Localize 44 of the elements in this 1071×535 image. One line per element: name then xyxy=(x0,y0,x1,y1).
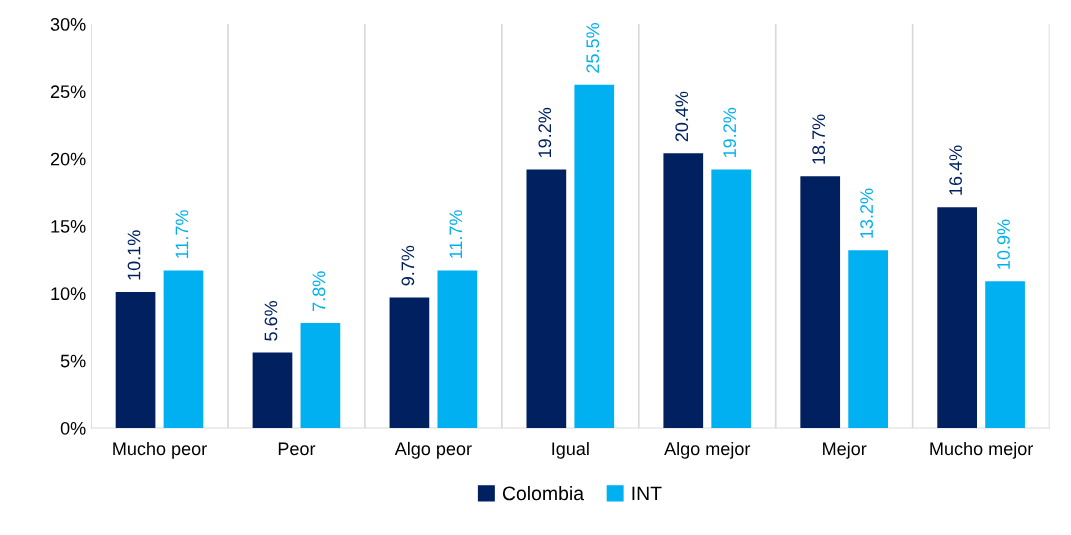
x-tick-label: Algo peor xyxy=(394,441,472,459)
text: 10.1% xyxy=(127,230,141,280)
bar xyxy=(800,176,841,428)
y-tick-label: 0% xyxy=(60,421,86,435)
text: 9.7% xyxy=(401,245,415,286)
y-tick-label: 30% xyxy=(50,18,86,31)
text: 13.2% xyxy=(860,188,873,238)
bar xyxy=(389,297,430,428)
bar xyxy=(711,169,752,428)
y-tick-label: 20% xyxy=(50,152,86,166)
text: 18.7% xyxy=(812,114,826,164)
y-tick-label: 25% xyxy=(50,85,86,99)
text: 20.4% xyxy=(675,91,689,142)
bar xyxy=(574,84,615,428)
bar xyxy=(663,153,704,428)
bar xyxy=(937,207,977,428)
text: 25.5% xyxy=(586,23,600,73)
x-tick-label: Mejor xyxy=(823,441,867,459)
x-tick-label: Mucho mejor xyxy=(930,441,1033,459)
bar xyxy=(526,169,567,428)
text: 5.6% xyxy=(264,300,278,341)
text: 19.2% xyxy=(538,107,552,157)
x-tick-label: Igual xyxy=(552,441,589,459)
text: 7.8% xyxy=(312,271,326,311)
y-tick-label: 10% xyxy=(51,287,86,301)
bar xyxy=(437,270,478,428)
legend-label: Colombia xyxy=(502,486,585,501)
y-tick-label: 15% xyxy=(51,220,86,233)
x-tick-label: Mucho peor xyxy=(113,441,207,459)
x-tick-label: Algo mejor xyxy=(664,441,751,459)
bar xyxy=(252,352,293,428)
bar xyxy=(985,281,1025,428)
text: 10.9% xyxy=(997,219,1010,269)
legend-label: INT xyxy=(632,486,662,501)
bar xyxy=(300,322,341,428)
bar xyxy=(163,270,204,428)
text: 16.4% xyxy=(949,145,962,195)
text: 11.7% xyxy=(449,210,463,258)
x-tick-label: Peor xyxy=(278,442,316,456)
text: 11.7% xyxy=(175,210,189,258)
bar xyxy=(848,250,888,428)
text: 19.2% xyxy=(723,107,737,157)
bar xyxy=(115,292,156,428)
y-tick-label: 5% xyxy=(60,354,86,368)
